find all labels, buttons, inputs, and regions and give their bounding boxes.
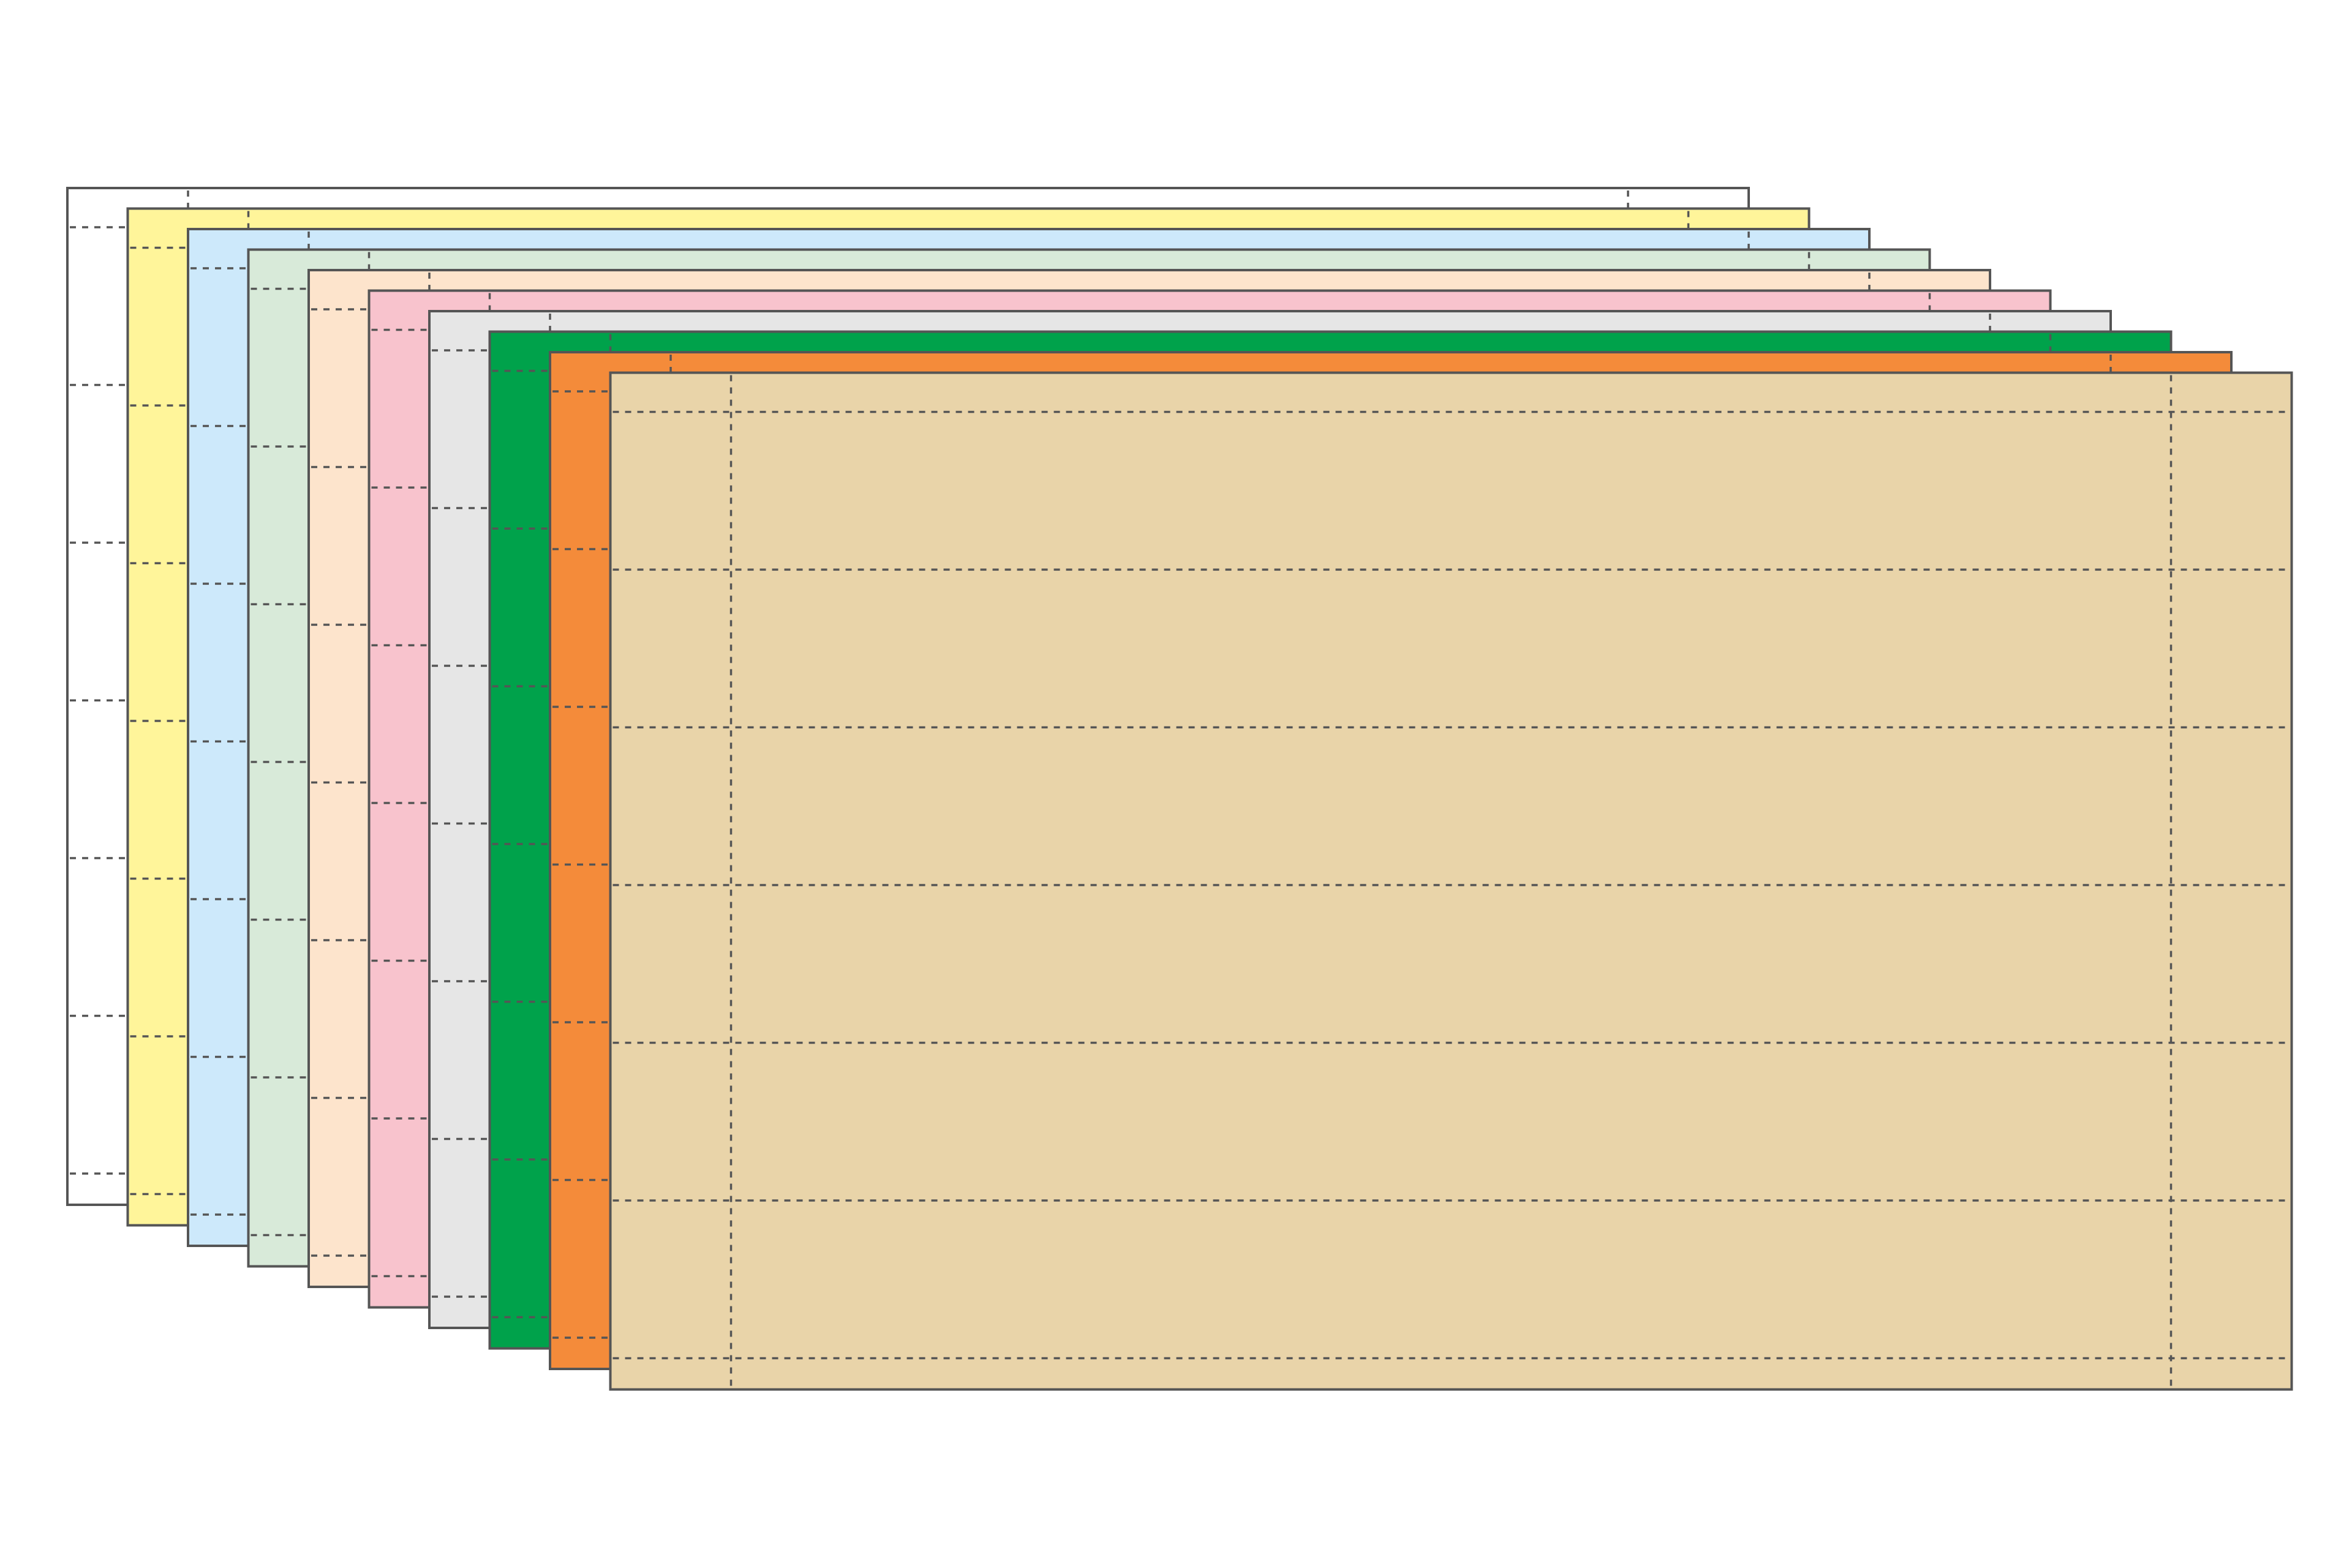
card-sheet-tan (609, 371, 2293, 1391)
sheet-body (609, 371, 2293, 1391)
